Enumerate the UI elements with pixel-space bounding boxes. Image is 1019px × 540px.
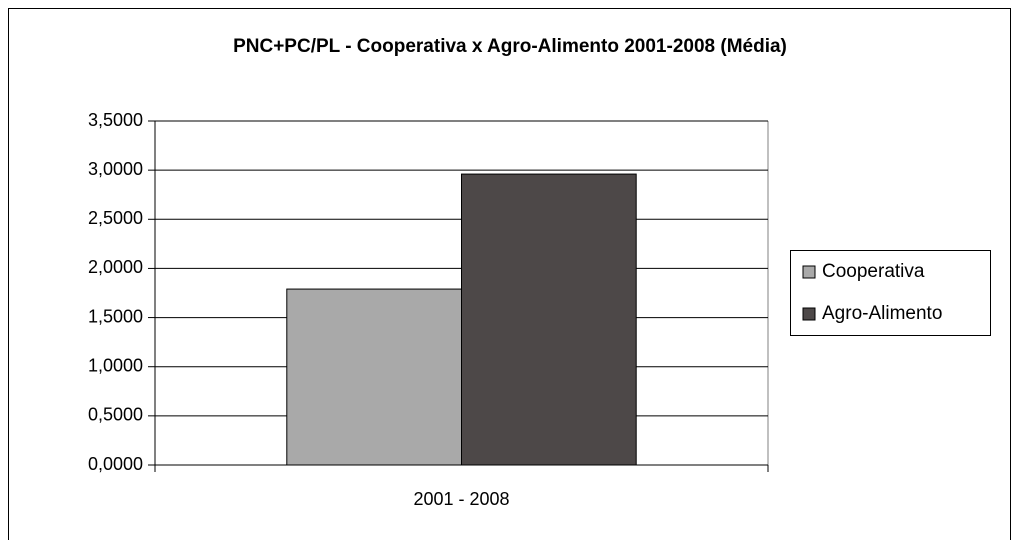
y-tick-label: 2,0000	[88, 257, 143, 277]
y-tick-label: 3,5000	[88, 110, 143, 130]
legend-swatch	[802, 307, 816, 321]
y-tick-label: 1,0000	[88, 355, 143, 375]
chart-title: PNC+PC/PL - Cooperativa x Agro-Alimento …	[233, 36, 787, 57]
legend-swatch	[802, 265, 816, 279]
chart-border	[8, 8, 1011, 540]
bar	[461, 173, 637, 466]
x-tick-label: 2001 - 2008	[413, 489, 509, 509]
legend-box	[790, 250, 991, 336]
y-tick-label: 1,5000	[88, 306, 143, 326]
y-tick-label: 0,0000	[88, 454, 143, 474]
y-tick-label: 2,5000	[88, 208, 143, 228]
y-tick-label: 0,5000	[88, 405, 143, 425]
legend-label: Agro-Alimento	[822, 303, 942, 324]
y-tick-label: 3,0000	[88, 159, 143, 179]
bar	[286, 288, 463, 466]
legend-label: Cooperativa	[822, 261, 925, 282]
